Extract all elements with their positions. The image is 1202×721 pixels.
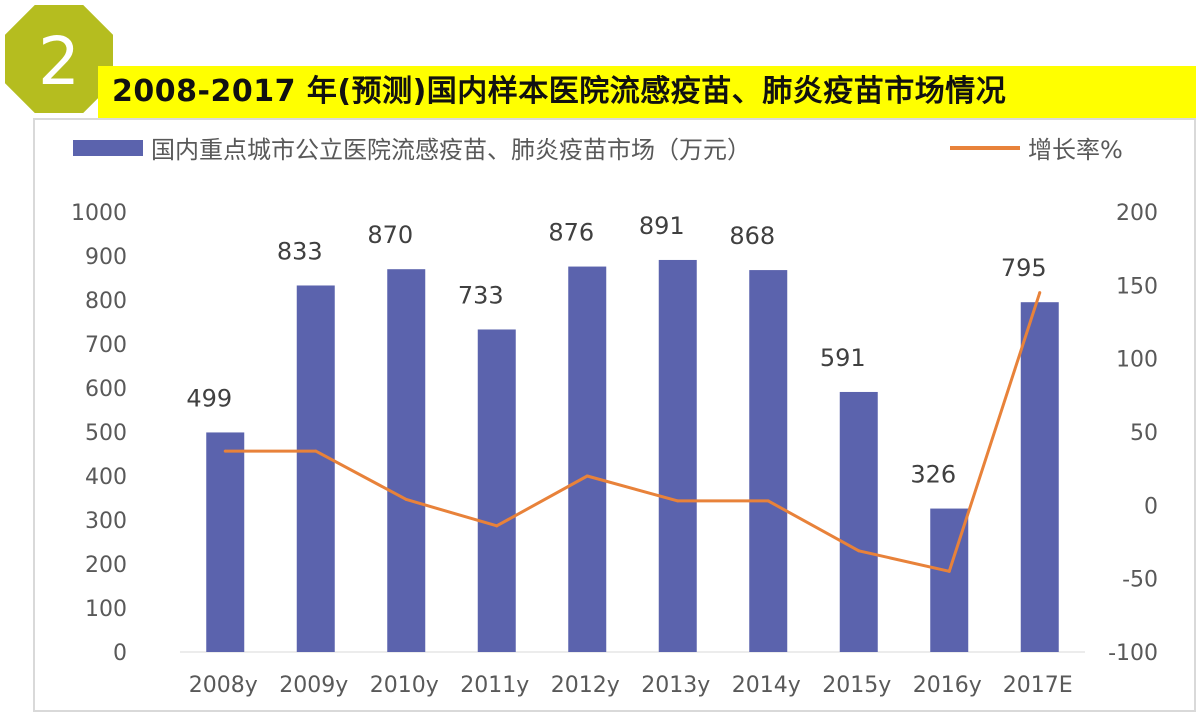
bar <box>568 266 607 652</box>
bar-data-label: 891 <box>639 212 685 240</box>
y-left-tick-label: 400 <box>85 465 127 490</box>
x-tick-label: 2008y <box>189 673 258 698</box>
x-tick-label: 2015y <box>822 673 891 698</box>
growth-rate-point <box>314 449 318 453</box>
bar-data-label: 591 <box>820 344 866 372</box>
legend-label-line: 增长率% <box>1028 136 1123 164</box>
y-left-tick-label: 600 <box>85 377 127 402</box>
growth-rate-point <box>223 449 227 453</box>
growth-rate-point <box>947 569 951 573</box>
growth-rate-point <box>495 524 499 528</box>
y-right-tick-label: 50 <box>1130 421 1158 446</box>
y-left-tick-label: 700 <box>85 333 127 358</box>
title-bar: 2008-2017 年(预测)国内样本医院流感疫苗、肺炎疫苗市场情况 <box>98 66 1196 118</box>
combo-chart: 国内重点城市公立医院流感疫苗、肺炎疫苗市场（万元） 增长率% 0 100 200 300 4… <box>71 136 1158 698</box>
x-tick-label: 2012y <box>551 673 620 698</box>
legend-swatch-bar <box>73 140 143 156</box>
growth-rate-point <box>766 499 770 503</box>
badge-number: 2 <box>38 23 80 100</box>
bar-data-label: 733 <box>458 281 504 309</box>
chart-title: 2008-2017 年(预测)国内样本医院流感疫苗、肺炎疫苗市场情况 <box>112 74 1007 109</box>
bar <box>387 269 426 652</box>
bar <box>296 285 335 652</box>
growth-rate-point <box>585 474 589 478</box>
bar-data-label: 833 <box>277 237 323 265</box>
y-right-tick-label: 200 <box>1116 201 1158 226</box>
bar <box>658 259 697 652</box>
growth-rate-line <box>225 292 1042 573</box>
y-left-tick-label: 100 <box>85 597 127 622</box>
growth-rate-point <box>404 497 408 501</box>
y-left-tick-label: 900 <box>85 245 127 270</box>
growth-rate-point <box>1038 291 1042 295</box>
x-tick-label: 2014y <box>732 673 801 698</box>
y-left-tick-label: 0 <box>113 641 127 666</box>
y-right-tick-label: 0 <box>1144 494 1158 519</box>
y-left-tick-label: 300 <box>85 509 127 534</box>
x-tick-label: 2017E <box>1003 673 1073 698</box>
growth-rate-point <box>857 549 861 553</box>
bar <box>839 391 878 652</box>
x-tick-label: 2009y <box>279 673 348 698</box>
bar-data-label: 499 <box>186 384 232 412</box>
bar-data-label: 795 <box>1001 254 1047 282</box>
y-right-tick-label: -50 <box>1122 568 1158 593</box>
chart-frame: 国内重点城市公立医院流感疫苗、肺炎疫苗市场（万元） 增长率% 0 100 200 300 4… <box>33 118 1196 712</box>
bar-data-label: 870 <box>367 221 413 249</box>
growth-rate-point <box>676 499 680 503</box>
legend-label-bar: 国内重点城市公立医院流感疫苗、肺炎疫苗市场（万元） <box>151 136 751 164</box>
x-tick-label: 2016y <box>913 673 982 698</box>
y-left-tick-label: 1000 <box>71 201 127 226</box>
y-right-tick-label: -100 <box>1108 641 1158 666</box>
bar <box>477 329 516 652</box>
y-left-tick-label: 800 <box>85 289 127 314</box>
bar <box>749 270 788 652</box>
x-tick-label: 2013y <box>641 673 710 698</box>
bar-data-label: 868 <box>729 222 775 250</box>
y-left-tick-label: 500 <box>85 421 127 446</box>
octagon-badge-icon <box>1 1 117 117</box>
bar <box>206 432 245 652</box>
bar <box>1020 302 1059 652</box>
y-left-tick-label: 200 <box>85 553 127 578</box>
bar-data-label: 876 <box>548 219 594 247</box>
x-tick-label: 2011y <box>460 673 529 698</box>
y-right-tick-label: 150 <box>1116 274 1158 299</box>
number-badge: 2 <box>1 1 117 117</box>
bar-data-label: 326 <box>910 461 956 489</box>
x-tick-label: 2010y <box>370 673 439 698</box>
y-right-tick-label: 100 <box>1116 348 1158 373</box>
